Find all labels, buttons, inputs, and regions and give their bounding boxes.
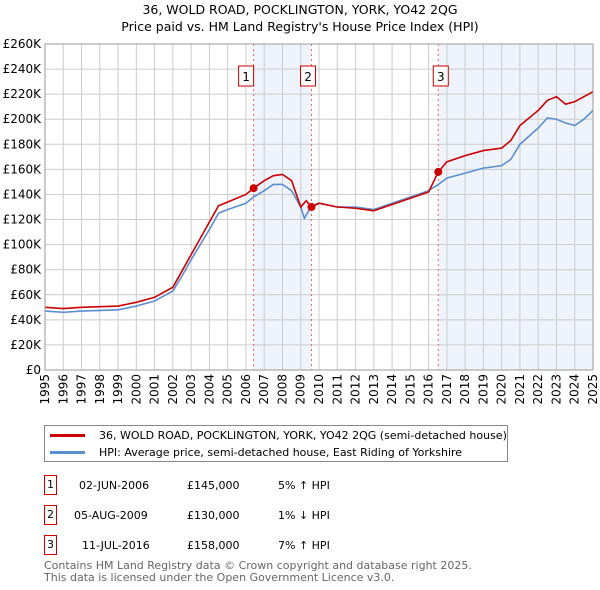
x-tick-label: 2008 — [275, 374, 289, 405]
plot-border — [44, 43, 594, 371]
sale-point — [307, 203, 316, 211]
x-tick-label: 2019 — [476, 374, 490, 405]
x-tick-label: 2017 — [440, 374, 454, 405]
x-tick-label: 2003 — [184, 374, 198, 405]
x-tick-label: 2016 — [422, 374, 436, 405]
x-tick-label: 1995 — [38, 374, 52, 405]
sale-point — [249, 184, 258, 193]
sale-price: £145,000 — [187, 479, 240, 492]
sale-label-box — [432, 65, 449, 87]
sale-hpi-diff: 5% ↑ HPI — [278, 479, 330, 492]
x-tick-label: 2012 — [349, 374, 363, 405]
x-tick-label: 1998 — [93, 374, 107, 405]
y-tick-label: £0 — [26, 363, 41, 377]
x-tick-label: 2024 — [568, 374, 582, 405]
y-tick-label: £100K — [3, 238, 43, 252]
x-tick-label: 2023 — [549, 374, 563, 405]
x-tick-label: 2025 — [586, 374, 600, 405]
x-tick-label: 2000 — [129, 374, 143, 405]
sale-hpi-diff: 7% ↑ HPI — [278, 539, 330, 552]
series-line-hpi — [44, 109, 594, 314]
sale-label: 1 — [242, 70, 250, 84]
sale-label-box — [238, 65, 255, 87]
x-tick-label: 1996 — [56, 374, 70, 405]
sale-number-badge: 1 — [44, 475, 57, 495]
x-tick-label: 2020 — [495, 374, 509, 405]
x-tick-label: 2004 — [202, 374, 216, 405]
legend-item-hpi: HPI: Average price, semi-detached house,… — [45, 444, 462, 460]
x-tick-label: 2011 — [330, 374, 344, 405]
y-tick-label: £140K — [3, 187, 43, 201]
y-tick-label: £80K — [10, 263, 42, 277]
y-tick-label: £120K — [3, 213, 43, 227]
footer-copyright: Contains HM Land Registry data © Crown c… — [44, 559, 472, 572]
sale-date: 02-JUN-2006 — [79, 479, 150, 492]
legend-swatch — [50, 450, 85, 454]
legend-swatch — [50, 433, 85, 437]
x-tick-label: 2005 — [221, 374, 235, 405]
x-tick-label: 2013 — [367, 374, 381, 405]
x-tick-label: 2021 — [513, 374, 527, 405]
x-tick-label: 2007 — [257, 374, 271, 405]
x-tick-label: 2018 — [458, 374, 472, 405]
y-tick-label: £160K — [3, 162, 43, 176]
x-tick-label: 2006 — [239, 374, 253, 405]
x-tick-label: 2001 — [148, 374, 162, 405]
x-tick-label: 2015 — [403, 374, 417, 405]
sale-number-badge: 3 — [44, 535, 57, 555]
x-tick-label: 2022 — [531, 374, 545, 405]
legend-item-property: 36, WOLD ROAD, POCKLINGTON, YORK, YO42 2… — [45, 427, 507, 443]
y-tick-label: £40K — [10, 313, 42, 327]
x-tick-label: 1999 — [111, 374, 125, 405]
y-tick-label: £20K — [10, 338, 42, 352]
sale-label: 3 — [437, 70, 445, 84]
sale-price: £130,000 — [187, 509, 240, 522]
plot-area: 1995 1996 1997 1998 1999 2000 2001 2002 2003 2004… — [3, 37, 600, 405]
legend-label: 36, WOLD ROAD, POCKLINGTON, YORK, YO42 2… — [99, 428, 507, 442]
sale-label-box — [300, 65, 317, 87]
footer-licence: This data is licensed under the Open Gov… — [44, 571, 395, 584]
y-tick-label: £260K — [3, 37, 43, 51]
y-tick-label: £240K — [3, 62, 43, 76]
sale-point — [434, 167, 443, 176]
sale-hpi-diff: 1% ↓ HPI — [278, 509, 330, 522]
sale-date: 11-JUL-2016 — [82, 539, 150, 552]
chart-subtitle: Price paid vs. HM Land Registry's House … — [121, 19, 479, 34]
chart-title: 36, WOLD ROAD, POCKLINGTON, YORK, YO42 2… — [142, 2, 458, 17]
x-tick-label: 2014 — [385, 374, 399, 405]
shade-region — [438, 44, 593, 370]
sale-number-badge: 2 — [44, 505, 57, 525]
x-tick-label: 2010 — [312, 374, 326, 405]
y-tick-label: £60K — [10, 288, 42, 302]
x-tick-label: 2002 — [166, 374, 180, 405]
legend-label: HPI: Average price, semi-detached house,… — [99, 445, 463, 459]
y-tick-label: £200K — [3, 112, 43, 126]
legend: 36, WOLD ROAD, POCKLINGTON, YORK, YO42 2… — [44, 425, 508, 462]
series-line-property — [44, 90, 594, 310]
sale-price: £158,000 — [187, 539, 240, 552]
y-tick-label: £180K — [3, 137, 43, 151]
y-tick-label: £220K — [3, 87, 43, 101]
sale-date: 05-AUG-2009 — [74, 509, 148, 522]
sale-label: 2 — [304, 70, 312, 84]
x-tick-label: 1997 — [75, 374, 89, 405]
x-tick-label: 2009 — [294, 374, 308, 405]
